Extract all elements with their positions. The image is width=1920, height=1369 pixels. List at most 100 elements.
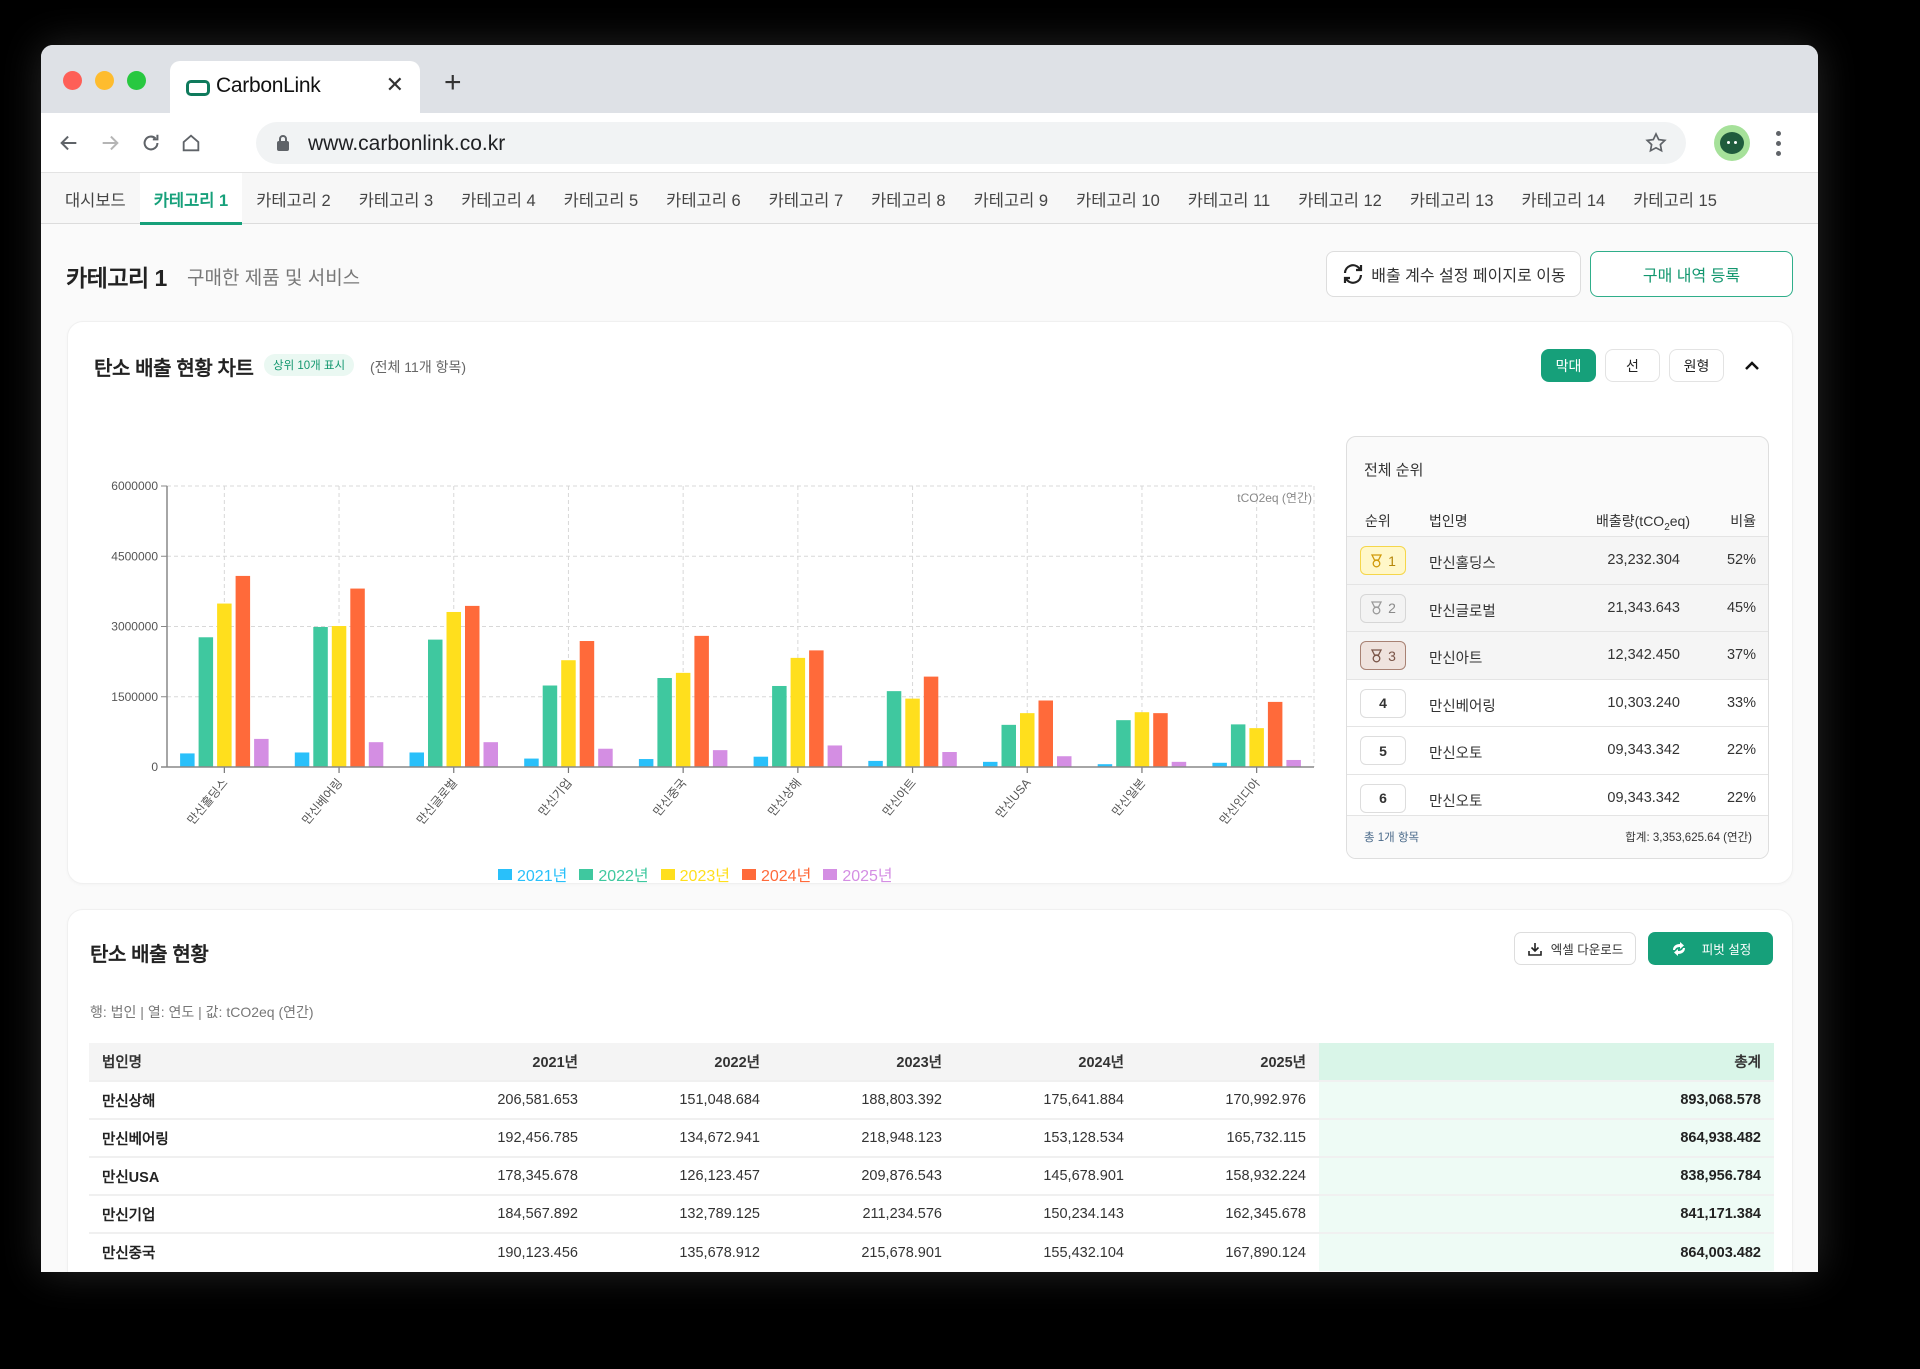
bar[interactable]	[790, 657, 806, 767]
nav-category-8[interactable]: 카테고리 8	[871, 191, 946, 210]
chart-type-pie-button[interactable]: 원형	[1669, 349, 1724, 382]
column-header-total[interactable]: 총계	[1319, 1043, 1774, 1081]
nav-category-13[interactable]: 카테고리 13	[1409, 191, 1494, 210]
ranking-row[interactable]: 4 만신베어링 10,303.240 33%	[1347, 678, 1768, 726]
bar[interactable]	[198, 637, 214, 767]
bar[interactable]	[1212, 762, 1227, 767]
ranking-row[interactable]: 6 만신오토 09,343.342 22%	[1347, 773, 1768, 821]
new-tab-icon[interactable]: +	[444, 66, 462, 99]
reload-button[interactable]	[137, 129, 165, 157]
bar[interactable]	[1134, 712, 1150, 767]
bar[interactable]	[1001, 724, 1017, 767]
column-header-2021[interactable]: 2021년	[409, 1043, 591, 1081]
bar[interactable]	[1171, 761, 1187, 767]
profile-avatar[interactable]	[1714, 125, 1750, 161]
column-header-2022[interactable]: 2022년	[591, 1043, 773, 1081]
bar[interactable]	[809, 650, 824, 767]
nav-category-11[interactable]: 카테고리 11	[1187, 191, 1271, 210]
home-button[interactable]	[177, 129, 205, 157]
legend-item[interactable]: 2025년	[823, 862, 893, 886]
browser-tab[interactable]: CarbonLink ✕	[170, 61, 420, 113]
bar[interactable]	[409, 752, 425, 767]
bar[interactable]	[524, 758, 539, 767]
legend-item[interactable]: 2024년	[741, 862, 811, 886]
bar[interactable]	[1097, 764, 1113, 767]
chart-type-line-button[interactable]: 선	[1605, 349, 1660, 382]
column-header-name[interactable]: 법인명	[89, 1043, 409, 1081]
bar[interactable]	[694, 635, 709, 767]
nav-category-15[interactable]: 카테고리 15	[1633, 191, 1717, 210]
bar[interactable]	[428, 639, 443, 767]
bar[interactable]	[598, 748, 613, 767]
ranking-row[interactable]: 5 만신오토 09,343.342 22%	[1347, 726, 1768, 774]
bar[interactable]	[542, 685, 558, 767]
bar[interactable]	[1116, 720, 1131, 767]
bar[interactable]	[1057, 756, 1072, 767]
bar[interactable]	[350, 588, 365, 767]
bar[interactable]	[561, 660, 576, 767]
back-button[interactable]	[55, 129, 83, 157]
bar[interactable]	[1286, 759, 1301, 767]
ranking-row[interactable]: 2 만신글로벌 21,343.643 45%	[1347, 583, 1768, 631]
bar[interactable]	[827, 745, 843, 767]
ranking-row[interactable]: 3 만신아트 12,342.450 37%	[1347, 631, 1768, 679]
column-header-2025[interactable]: 2025년	[1137, 1043, 1319, 1081]
chart-type-bar-button[interactable]: 막대	[1541, 349, 1596, 382]
minimize-window-button[interactable]	[95, 71, 114, 90]
chevron-up-icon[interactable]	[1740, 354, 1764, 378]
nav-category-14[interactable]: 카테고리 14	[1521, 191, 1606, 210]
nav-category-6[interactable]: 카테고리 6	[666, 191, 741, 210]
table-row[interactable]: 만신기업 184,567.892 132,789.125 211,234.576 150…	[89, 1194, 1774, 1233]
bar[interactable]	[313, 626, 328, 767]
nav-category-7[interactable]: 카테고리 7	[768, 191, 844, 210]
nav-category-12[interactable]: 카테고리 12	[1298, 191, 1382, 210]
bar[interactable]	[1267, 701, 1283, 767]
nav-category-9[interactable]: 카테고리 9	[973, 191, 1049, 210]
close-window-button[interactable]	[63, 71, 82, 90]
bar[interactable]	[1038, 700, 1054, 767]
pivot-settings-button[interactable]: 피벗 설정	[1648, 932, 1773, 965]
legend-item[interactable]: 2023년	[660, 862, 730, 886]
bar[interactable]	[983, 761, 998, 767]
excel-download-button[interactable]: 엑셀 다운로드	[1514, 932, 1636, 965]
bar[interactable]	[368, 742, 384, 767]
table-row[interactable]: 만신중국 190,123.456 135,678.912 215,678.901 155…	[89, 1232, 1774, 1271]
table-row[interactable]: 만신상해 206,581.653 151,048.684 188,803.392 175…	[89, 1080, 1774, 1119]
bar[interactable]	[942, 752, 957, 767]
legend-item[interactable]: 2022년	[579, 862, 649, 886]
bar[interactable]	[235, 575, 251, 767]
bar[interactable]	[905, 698, 920, 767]
close-tab-icon[interactable]: ✕	[385, 72, 404, 97]
bar[interactable]	[675, 672, 691, 767]
address-bar[interactable]: www.carbonlink.co.kr	[256, 122, 1686, 164]
table-row[interactable]: 만신베어링 192,456.785 134,672.941 218,948.123 15…	[89, 1118, 1774, 1157]
nav-dashboard[interactable]: 대시보드	[65, 191, 126, 210]
bar[interactable]	[657, 678, 672, 767]
bar[interactable]	[923, 676, 939, 767]
bar[interactable]	[1153, 713, 1168, 767]
more-menu-icon[interactable]	[1776, 131, 1782, 156]
bar[interactable]	[446, 611, 462, 767]
bar[interactable]	[294, 752, 310, 767]
bar[interactable]	[331, 626, 347, 767]
bar[interactable]	[638, 759, 654, 767]
bar[interactable]	[254, 738, 269, 767]
ranking-row[interactable]: 1 만신홀딩스 23,232.304 52%	[1347, 536, 1768, 584]
maximize-window-button[interactable]	[127, 71, 146, 90]
column-header-2024[interactable]: 2024년	[955, 1043, 1137, 1081]
bar[interactable]	[1249, 728, 1264, 767]
nav-category-4[interactable]: 카테고리 4	[461, 191, 536, 210]
bar[interactable]	[868, 760, 883, 767]
bar[interactable]	[483, 742, 499, 767]
nav-category-3[interactable]: 카테고리 3	[358, 191, 434, 210]
bar[interactable]	[772, 685, 787, 767]
nav-category-10[interactable]: 카테고리 10	[1076, 191, 1160, 210]
nav-category-1[interactable]: 카테고리 1	[139, 173, 243, 225]
bar[interactable]	[1020, 713, 1035, 767]
nav-category-2[interactable]: 카테고리 2	[256, 191, 331, 210]
bookmark-star-icon[interactable]	[1644, 131, 1668, 155]
bar[interactable]	[712, 750, 728, 767]
table-row[interactable]: 만신USA 178,345.678 126,123.457 209,876.543 14…	[89, 1156, 1774, 1195]
bar[interactable]	[886, 691, 902, 767]
go-to-factor-settings-button[interactable]: 배출 계수 설정 페이지로 이동	[1326, 251, 1581, 297]
